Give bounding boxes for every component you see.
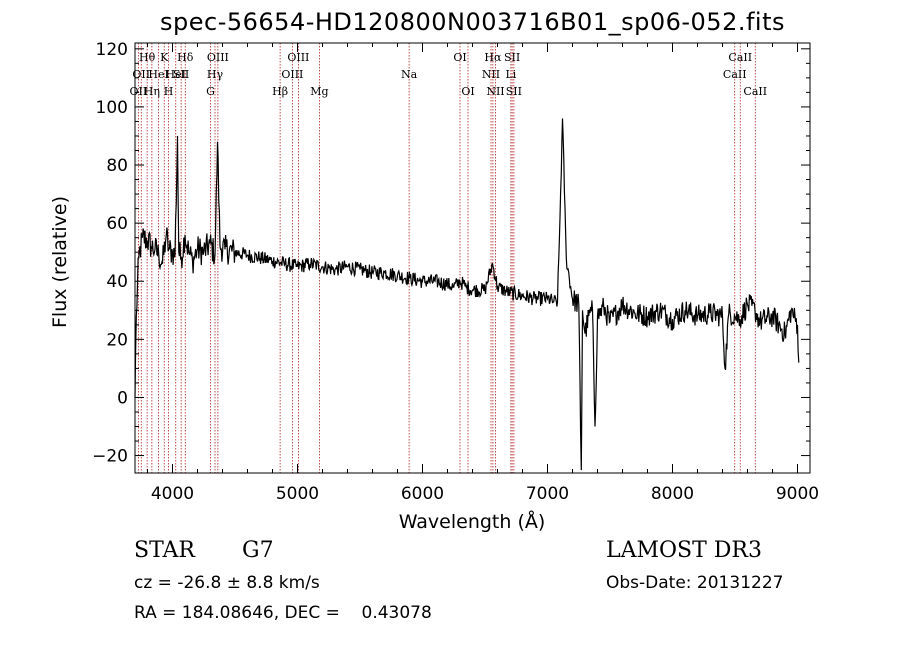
- line-marker-label: NII: [486, 85, 504, 98]
- line-marker-label: CaII: [743, 85, 767, 98]
- x-axis-label: Wavelength (Å): [398, 511, 546, 533]
- y-tick-label: 60: [106, 214, 128, 234]
- spectrum-line: [134, 118, 800, 471]
- line-marker-label: Li: [505, 68, 516, 81]
- subclass: G7: [242, 538, 274, 563]
- obs-date-text: Obs-Date: 20131227: [606, 573, 784, 593]
- chart-title: spec-56654-HD120800N003716B01_sp06-052.f…: [160, 8, 785, 36]
- line-marker-label: Hδ: [177, 51, 194, 64]
- line-marker-label: G: [206, 85, 215, 98]
- line-marker-labels: OIIOIIHθHηHeIKHHeISIIHδGHγOIIIHβOIIIOIII…: [130, 51, 768, 98]
- x-tick-label: 7000: [526, 484, 569, 504]
- line-marker-label: Hβ: [272, 85, 288, 98]
- line-marker-label: OI: [461, 85, 474, 98]
- line-marker-label: Hη: [144, 85, 160, 98]
- line-marker-label: K: [160, 51, 169, 64]
- line-marker-label: HeI: [166, 68, 186, 81]
- line-marker-label: HeI: [148, 68, 168, 81]
- redshift-text: cz = -26.8 ± 8.8 km/s: [134, 573, 320, 593]
- line-marker-label: OIII: [281, 68, 303, 81]
- y-tick-label: 100: [96, 98, 128, 118]
- survey-name: LAMOST DR3: [606, 538, 762, 563]
- x-tick-label: 9000: [776, 484, 819, 504]
- coordinates-text: RA = 184.08646, DEC = 0.43078: [134, 603, 432, 623]
- y-tick-label: 80: [106, 156, 128, 176]
- y-axis-label: Flux (relative): [49, 195, 71, 329]
- x-tick-label: 5000: [276, 484, 319, 504]
- line-marker-label: SII: [504, 51, 520, 64]
- line-marker-label: NII: [482, 68, 500, 81]
- y-tick-label: −20: [92, 447, 128, 467]
- plot-frame: [134, 42, 811, 474]
- x-tick-label: 4000: [151, 484, 194, 504]
- line-marker-label: OIII: [207, 51, 229, 64]
- x-tick-label: 6000: [401, 484, 444, 504]
- y-tick-label: 0: [117, 388, 128, 408]
- line-marker-label: OIII: [287, 51, 309, 64]
- x-axis-ticks: 4000 5000 6000 7000 8000 9000: [147, 43, 819, 504]
- y-tick-label: 40: [106, 272, 128, 292]
- line-marker-label: SII: [506, 85, 522, 98]
- line-marker-label: CaII: [728, 51, 752, 64]
- line-marker-label: OII: [130, 85, 148, 98]
- x-tick-label: 8000: [651, 484, 694, 504]
- line-marker-label: Hθ: [139, 51, 156, 64]
- line-marker-label: CaII: [723, 68, 747, 81]
- y-tick-label: 20: [106, 330, 128, 350]
- line-markers: [137, 43, 756, 473]
- line-marker-label: SII: [173, 68, 189, 81]
- line-marker-label: Na: [401, 68, 418, 81]
- line-marker-label: OI: [453, 51, 466, 64]
- y-axis-ticks: −20 0 20 40 60 80 100 120: [92, 40, 810, 467]
- line-marker-label: H: [164, 85, 174, 98]
- line-marker-label: Hγ: [207, 68, 224, 81]
- y-tick-label: 120: [96, 40, 128, 60]
- line-marker-label: Mg: [310, 85, 328, 98]
- object-type: STAR: [134, 538, 195, 563]
- line-marker-label: Hα: [484, 51, 502, 64]
